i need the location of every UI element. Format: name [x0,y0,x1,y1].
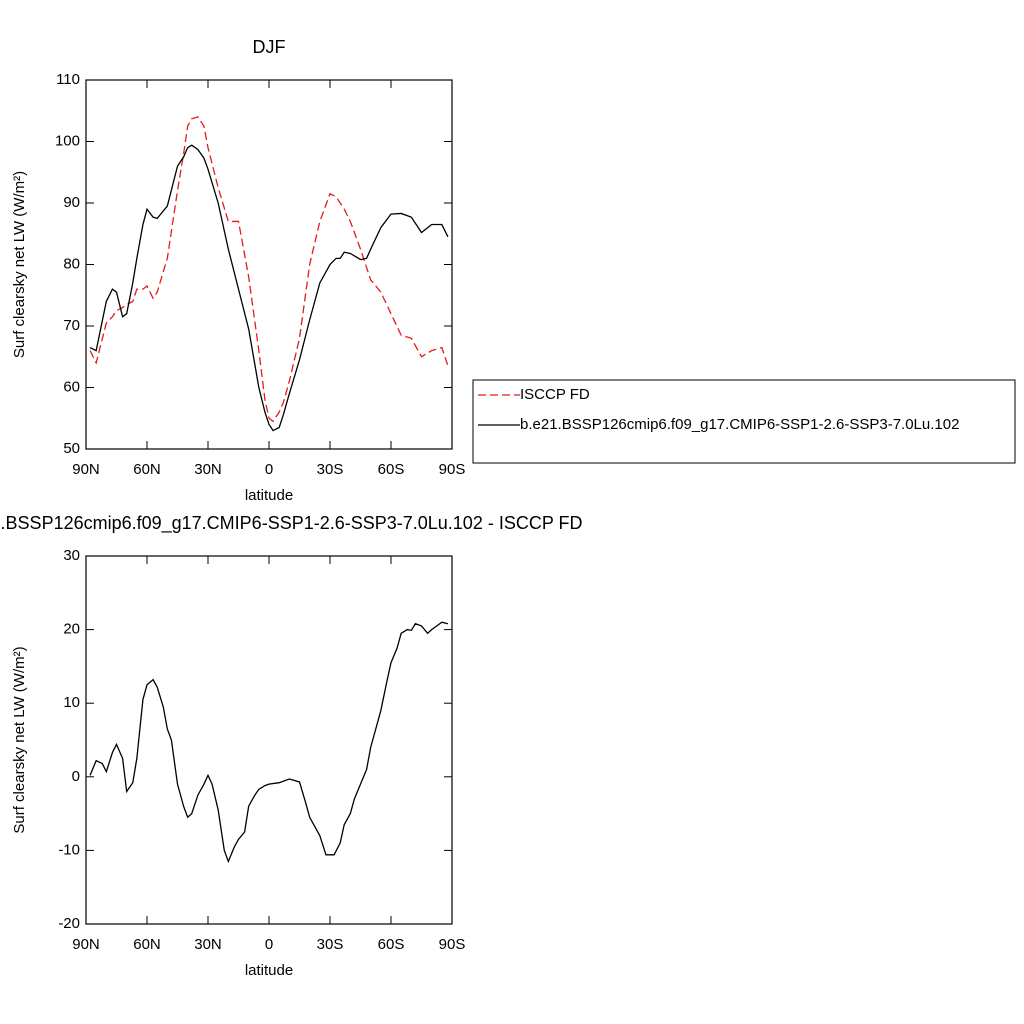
y-tick-label: 80 [63,255,80,272]
x-tick-label: 60N [133,936,161,953]
legend-box [472,379,1016,464]
legend-label: ISCCP FD [520,386,590,403]
plot-frame [85,555,453,925]
x-tick-label: 30N [194,936,222,953]
y-tick-label: 0 [72,768,80,785]
data-line [89,116,449,423]
x-tick-label: 0 [265,461,273,478]
y-tick-label: 10 [63,694,80,711]
data-line [89,621,449,864]
y-tick-label: -10 [58,841,80,858]
y-tick-label: -20 [58,915,80,932]
x-tick-label: 60S [378,936,405,953]
x-tick-label: 30S [317,936,344,953]
y-tick-label: 50 [63,440,80,457]
legend-label: b.e21.BSSP126cmip6.f09_g17.CMIP6-SSP1-2.… [520,416,959,433]
y-tick-label: 110 [56,71,80,88]
y-tick-label: 70 [63,317,80,334]
y-axis-label: Surf clearsky net LW (W/m²) [11,646,28,833]
plot-frame [85,79,453,450]
y-tick-label: 100 [55,132,80,149]
x-tick-label: 60N [133,461,161,478]
x-tick-label: 0 [265,936,273,953]
x-tick-label: 30S [317,461,344,478]
x-axis-label: latitude [245,487,293,504]
y-tick-label: 20 [63,621,80,638]
y-tick-label: 60 [63,378,80,395]
y-tick-label: 30 [63,547,80,564]
x-tick-label: 90S [439,461,466,478]
x-tick-label: 90S [439,936,466,953]
x-tick-label: 90N [72,936,100,953]
chart-title: DJF [253,37,286,57]
x-tick-label: 60S [378,461,405,478]
y-tick-label: 90 [63,194,80,211]
y-axis-label: Surf clearsky net LW (W/m²) [11,171,28,358]
x-tick-label: 30N [194,461,222,478]
x-tick-label: 90N [72,461,100,478]
x-axis-label: latitude [245,962,293,979]
chart-title: b.e21.BSSP126cmip6.f09_g17.CMIP6-SSP1-2.… [0,513,583,534]
data-line [89,144,449,432]
